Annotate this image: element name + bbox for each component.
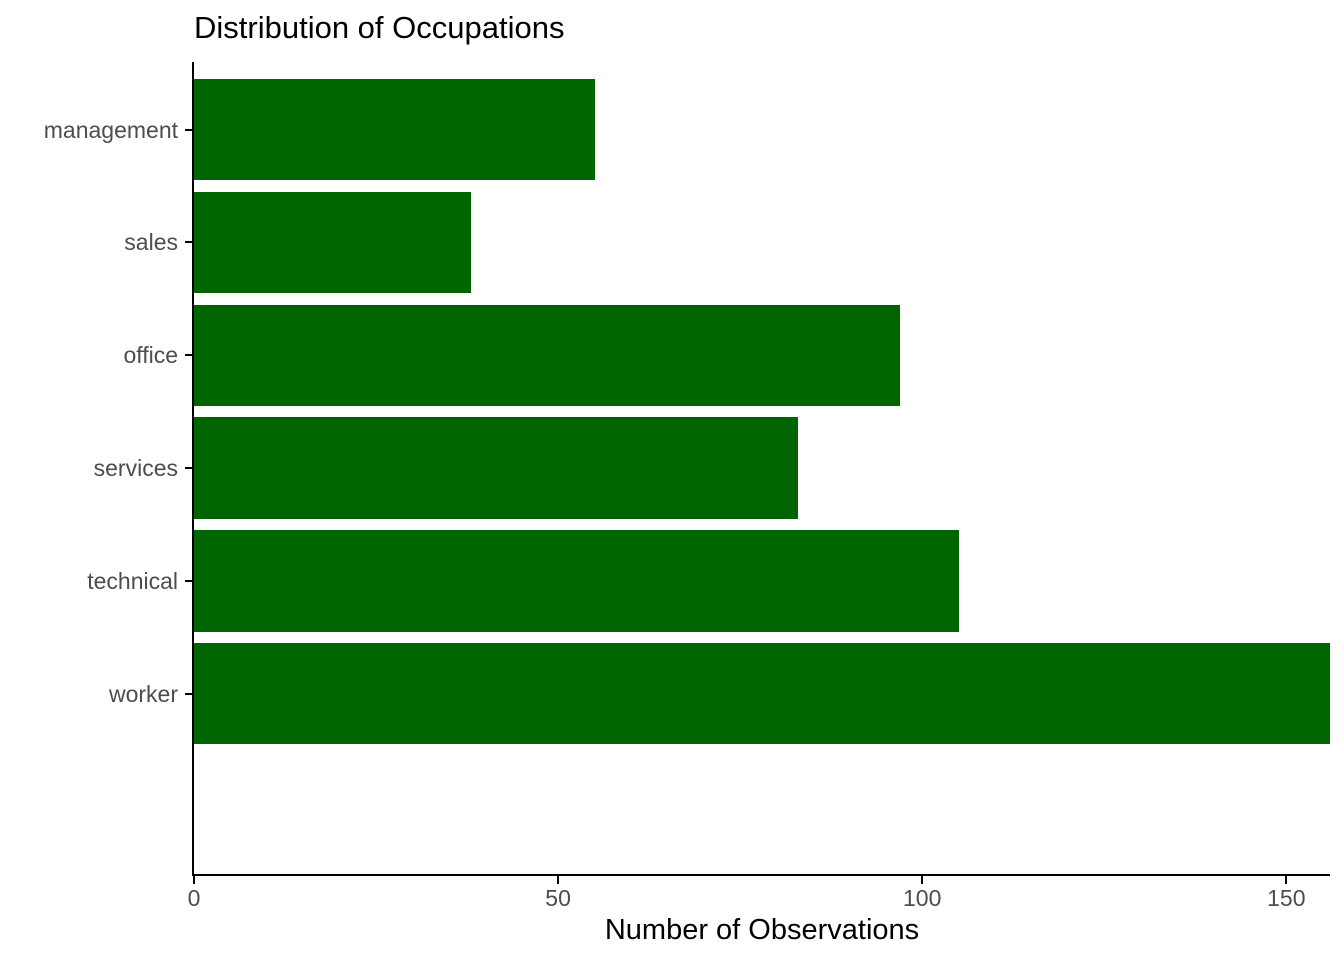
x-tick-mark bbox=[193, 876, 195, 884]
bar-sales bbox=[194, 191, 471, 294]
chart-title: Distribution of Occupations bbox=[194, 10, 565, 45]
bar-worker bbox=[194, 642, 1330, 745]
category-label-sales: sales bbox=[124, 229, 178, 256]
x-axis-line bbox=[192, 874, 1330, 876]
y-tick-mark bbox=[185, 354, 192, 357]
x-tick-mark bbox=[921, 876, 924, 884]
category-label-management: management bbox=[43, 116, 178, 143]
x-tick-label: 150 bbox=[1267, 885, 1306, 911]
bar-office bbox=[194, 304, 901, 406]
y-tick-mark bbox=[185, 467, 192, 469]
y-tick-mark bbox=[185, 579, 192, 582]
y-tick-mark bbox=[185, 692, 192, 695]
bar-services bbox=[194, 417, 799, 519]
x-tick-label: 50 bbox=[545, 885, 571, 911]
x-tick-mark bbox=[1285, 876, 1288, 884]
bar-technical bbox=[194, 530, 959, 632]
y-tick-mark bbox=[185, 241, 192, 244]
y-tick-mark bbox=[185, 128, 192, 131]
x-tick-label: 0 bbox=[187, 885, 201, 911]
y-axis-line bbox=[192, 62, 194, 876]
bar-management bbox=[194, 78, 595, 181]
x-tick-mark bbox=[557, 876, 560, 884]
x-axis-title: Number of Observations bbox=[604, 914, 920, 946]
category-label-worker: worker bbox=[108, 680, 178, 707]
category-label-technical: technical bbox=[87, 567, 178, 594]
category-label-office: office bbox=[123, 342, 178, 369]
x-tick-label: 100 bbox=[903, 885, 942, 911]
category-label-services: services bbox=[93, 455, 178, 481]
